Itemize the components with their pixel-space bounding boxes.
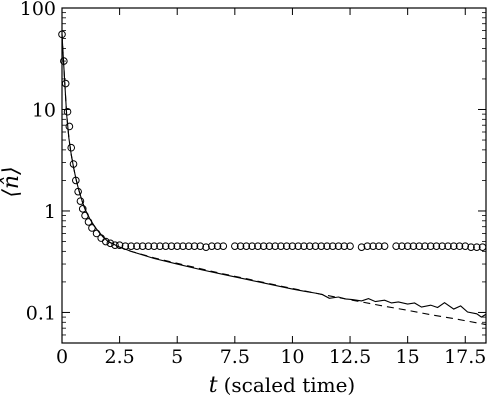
data-point <box>202 243 210 251</box>
data-point <box>78 205 87 213</box>
data-point <box>340 242 349 250</box>
data-point <box>444 242 452 250</box>
series-layer <box>58 30 487 326</box>
x-tick-label: 5 <box>171 346 183 368</box>
x-tick-label: 2.5 <box>104 346 134 368</box>
data-point <box>438 242 447 250</box>
series-2-line <box>61 34 487 326</box>
data-point <box>127 242 135 250</box>
x-tick-label: 12.5 <box>329 346 371 368</box>
data-point <box>346 242 354 250</box>
data-point <box>294 242 302 250</box>
data-point <box>248 242 256 250</box>
x-tick-label: 17.5 <box>444 346 486 368</box>
x-tick-label: 15 <box>396 346 420 368</box>
data-point <box>138 242 147 250</box>
data-point <box>277 242 285 250</box>
x-axis-label: t (scaled time) <box>209 373 355 398</box>
data-point <box>106 239 115 248</box>
y-tick-label: 10 <box>32 99 56 121</box>
data-point <box>415 242 423 250</box>
x-tick-label: 0 <box>56 346 68 368</box>
data-point <box>317 242 326 250</box>
data-point <box>363 242 372 250</box>
x-axis-label-text: (scaled time) <box>224 373 356 397</box>
y-tick-label: 0.1 <box>26 302 56 324</box>
data-point <box>288 242 297 250</box>
data-point <box>150 242 158 250</box>
data-point <box>61 79 70 88</box>
y-tick-label: 100 <box>20 0 56 20</box>
series-1-line <box>61 34 487 318</box>
data-point <box>328 242 337 250</box>
data-point <box>231 242 239 250</box>
data-point <box>357 243 366 251</box>
data-point <box>409 242 418 250</box>
data-point <box>449 242 458 250</box>
data-point <box>305 242 314 250</box>
data-point <box>265 242 274 250</box>
data-point <box>67 143 76 152</box>
data-point <box>311 242 320 250</box>
x-tick-label: 7.5 <box>220 346 250 368</box>
data-point <box>259 242 268 250</box>
data-point <box>76 197 85 205</box>
data-point <box>300 242 308 250</box>
data-point <box>173 242 182 250</box>
data-point <box>369 242 377 250</box>
data-point <box>426 242 435 250</box>
data-point <box>421 242 429 250</box>
data-point <box>167 242 176 250</box>
data-point <box>455 242 464 250</box>
data-point <box>179 242 187 250</box>
data-point <box>219 242 228 250</box>
ticks: 0 2.5 5 7.5 10 12.5 15 17.5 0.1 1 10 100 <box>20 0 487 368</box>
data-point <box>323 242 331 250</box>
data-point <box>398 242 406 250</box>
data-point <box>213 242 222 250</box>
data-point <box>63 107 72 116</box>
data-point <box>190 242 199 250</box>
data-point <box>478 243 487 251</box>
data-point <box>184 242 193 250</box>
data-point <box>144 242 153 250</box>
data-point <box>65 122 74 131</box>
data-point <box>432 242 441 250</box>
data-point <box>156 242 164 250</box>
y-axis-label: ⟨n̂⟩ <box>0 166 24 197</box>
x-tick-label: 10 <box>280 346 304 368</box>
data-point <box>271 242 279 250</box>
plot-frame <box>61 7 487 344</box>
data-point <box>236 242 245 250</box>
series-0-markers <box>58 30 487 251</box>
data-point <box>472 243 481 251</box>
data-point <box>207 242 216 250</box>
data-point <box>467 243 475 251</box>
data-point <box>242 242 251 250</box>
x-axis-label-var: t <box>209 373 218 398</box>
data-point <box>111 241 119 249</box>
data-point <box>282 242 291 250</box>
y-tick-label: 1 <box>44 201 56 223</box>
data-point <box>161 242 170 250</box>
data-point <box>392 242 400 250</box>
data-point <box>133 242 141 250</box>
data-point <box>97 234 105 242</box>
data-point <box>334 242 343 250</box>
data-point <box>461 242 470 250</box>
data-point <box>403 242 412 250</box>
data-point <box>380 242 389 250</box>
data-point <box>375 242 383 250</box>
data-point <box>254 242 262 250</box>
data-point <box>196 242 205 250</box>
